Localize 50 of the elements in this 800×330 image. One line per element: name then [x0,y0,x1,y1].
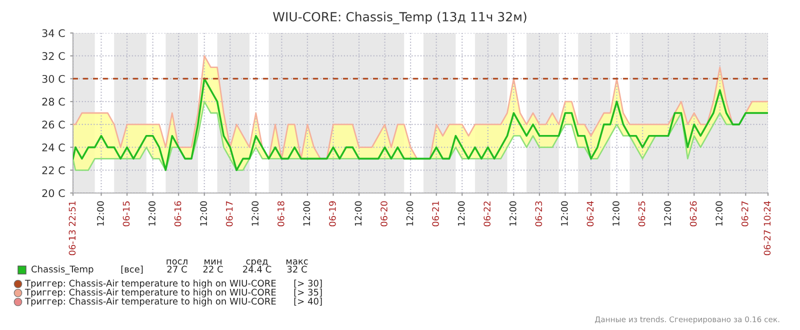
y-tick-label: 28 C [42,98,65,106]
x-tick-label: 12:00 [354,201,362,226]
text: 32 C [287,266,307,273]
x-tick-label: 12:00 [303,201,310,226]
y-tick-label: 24 C [42,144,65,152]
x-tick-label: 06-17 [226,201,233,226]
x-tick-label: 06-27 [741,201,748,226]
x-tick-label: 12:00 [612,201,620,226]
x-tick-label: 06-23 [535,201,542,226]
x-tick-label: 06-18 [277,201,284,226]
x-tick-label: 06-24 [586,201,594,226]
x-tick-label: 06-22 [484,202,491,226]
x-tick-label: 06-20 [380,201,388,226]
text: Триггер: Chassis-Air temperature to high on WIU-CORE [> 35] [24,288,322,298]
text: макс [286,259,308,265]
legend-label: Chassis_Temp [32,266,94,274]
y-tick-label: 30 C [42,74,65,83]
x-tick-label: 12:00 [561,201,568,226]
x-tick-label: 12:00 [97,201,104,226]
text: Триггер: Chassis-Air temperature to high on WIU-CORE [> 40] [24,298,322,306]
x-tick-label: 12:00 [664,201,671,226]
x-tick-label: 06-15 [122,201,130,226]
x-tick-label: 06-19 [329,201,336,226]
x-tick-label: 12:00 [509,201,516,226]
x-tick-label: 12:00 [252,201,259,226]
x-tick-label: 12:00 [716,201,723,226]
text: 22 C [203,266,223,273]
text: посл [166,259,188,265]
x-tick-label: 12:00 [200,201,207,226]
y-tick-label: 32 C [42,52,65,60]
x-tick-label: 06-16 [174,201,182,226]
y-tick-label: 22 C [42,166,65,174]
text: [все] [121,266,143,274]
y-tick-label: 34 C [42,29,65,38]
legend-label: Триггер: Chassis-Air temperature to high on WIU-CORE [> 30] [24,280,322,288]
chart-title: WIU-CORE: Chassis_Temp (13д 11ч 32м) [273,12,526,24]
x-tick-label: 06-13 22:51 [68,201,76,256]
text: 24.4 C [243,266,272,273]
text: 27 C [167,266,187,273]
x-tick-label: 12:00 [148,201,156,226]
x-tick-label: 06-27 10:24 [764,201,771,256]
x-tick-label: 12:00 [406,201,414,226]
text: сред [246,259,268,266]
x-tick-label: 12:00 [458,201,465,226]
y-tick-label: 26 C [42,120,65,129]
x-tick-label: 06-21 [432,201,439,226]
x-tick-label: 06-26 [690,201,697,226]
x-tick-label: 06-25 [638,201,646,226]
y-tick-label: 20 C [42,189,65,198]
text: мин [204,260,222,264]
